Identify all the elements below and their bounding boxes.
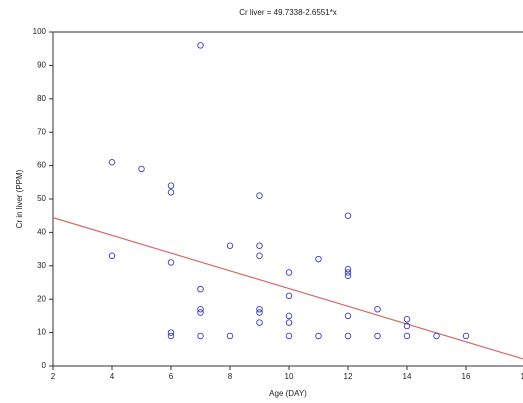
x-tick-label: 16 bbox=[462, 372, 471, 381]
scatter-point bbox=[256, 192, 263, 199]
x-axis-title: Age (DAY) bbox=[269, 389, 307, 398]
scatter-point bbox=[315, 255, 322, 263]
scatter-point bbox=[433, 332, 440, 340]
scatter-point bbox=[256, 305, 263, 313]
scatter-point bbox=[167, 332, 175, 340]
y-tick-label: 80 bbox=[37, 94, 46, 103]
scatter-point bbox=[403, 315, 411, 323]
scatter-point bbox=[256, 309, 263, 316]
scatter-point bbox=[285, 269, 293, 276]
x-tick-label: 18 bbox=[521, 372, 523, 381]
scatter-point bbox=[226, 242, 234, 250]
x-tick-label: 8 bbox=[228, 372, 233, 381]
y-tick-label: 60 bbox=[37, 161, 46, 170]
y-tick-label: 30 bbox=[37, 261, 46, 270]
scatter-point bbox=[256, 252, 263, 260]
x-tick-label: 2 bbox=[51, 372, 56, 381]
scatter-point bbox=[108, 252, 116, 260]
scatter-point bbox=[462, 332, 470, 340]
x-tick-label: 4 bbox=[110, 372, 115, 381]
scatter-point bbox=[167, 329, 175, 336]
y-tick-label: 100 bbox=[33, 27, 47, 36]
scatter-point bbox=[403, 322, 411, 330]
x-tick-label: 14 bbox=[403, 372, 412, 381]
scatter-point bbox=[403, 332, 411, 340]
scatter-point bbox=[285, 319, 293, 326]
scatter-point bbox=[285, 332, 293, 340]
y-tick-label: 20 bbox=[37, 294, 46, 303]
scatter-point bbox=[108, 159, 116, 166]
scatter-point bbox=[256, 319, 263, 326]
scatter-point bbox=[138, 165, 145, 173]
regression-line bbox=[52, 217, 523, 360]
scatter-point bbox=[197, 309, 204, 316]
scatter-point bbox=[197, 332, 204, 340]
scatter-point bbox=[167, 182, 175, 189]
x-tick-label: 12 bbox=[344, 372, 353, 381]
scatter-point bbox=[374, 305, 381, 313]
chart-title: Cr liver = 49.7338-2.6551*x bbox=[239, 8, 337, 17]
scatter-point bbox=[344, 332, 352, 340]
scatter-point bbox=[197, 305, 204, 313]
scatter-point bbox=[226, 332, 234, 340]
y-tick-label: 70 bbox=[37, 127, 46, 136]
x-tick-label: 10 bbox=[285, 372, 294, 381]
y-tick-label: 0 bbox=[42, 361, 47, 370]
scatter-point bbox=[285, 312, 293, 320]
y-axis-title: Cr in liver (PPM) bbox=[15, 169, 24, 228]
scatter-point bbox=[374, 332, 381, 340]
scatter-point bbox=[197, 285, 204, 293]
scatter-point bbox=[344, 212, 352, 219]
scatter-point bbox=[167, 189, 175, 196]
scatter-point bbox=[197, 42, 204, 49]
scatter-point bbox=[344, 312, 352, 320]
y-tick-label: 50 bbox=[37, 194, 46, 203]
scatter-point bbox=[344, 265, 352, 273]
x-tick-label: 6 bbox=[169, 372, 174, 381]
scatter-point bbox=[256, 242, 263, 250]
scatter-point bbox=[344, 269, 352, 276]
scatter-point bbox=[167, 259, 175, 266]
y-tick-label: 10 bbox=[37, 328, 46, 337]
scatter-point bbox=[285, 292, 293, 300]
y-tick-label: 40 bbox=[37, 228, 46, 237]
scatter-point bbox=[315, 332, 322, 340]
scatter-point bbox=[344, 272, 352, 280]
y-tick-label: 90 bbox=[37, 61, 46, 70]
